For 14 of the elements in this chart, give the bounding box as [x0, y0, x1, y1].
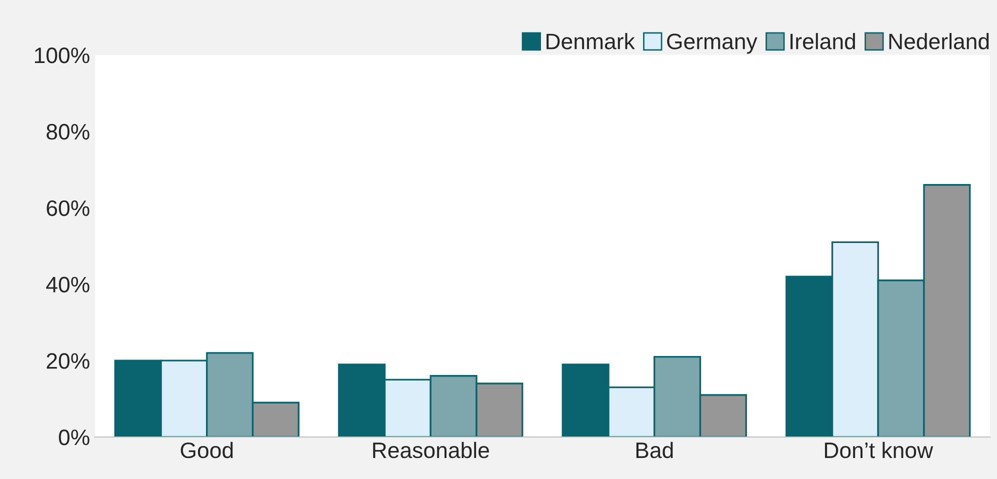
y-tick-label: 60% [46, 200, 90, 216]
x-tick-label: Good [180, 442, 233, 458]
legend-label: Ireland [790, 33, 855, 50]
y-tick-label: 40% [46, 276, 90, 292]
x-tick-label: Reasonable [373, 442, 489, 458]
legend-label: Nederland [889, 33, 989, 50]
y-tick-label: 20% [46, 353, 90, 369]
x-tick-label: Don’t know [824, 442, 934, 458]
y-tick-label: 100% [35, 48, 90, 64]
y-tick-label: 80% [46, 124, 90, 140]
y-tick-label: 0% [58, 430, 90, 446]
x-tick-label: Bad [636, 442, 673, 458]
legend-label: Germany [667, 34, 758, 54]
legend-label: Denmark [546, 33, 635, 50]
